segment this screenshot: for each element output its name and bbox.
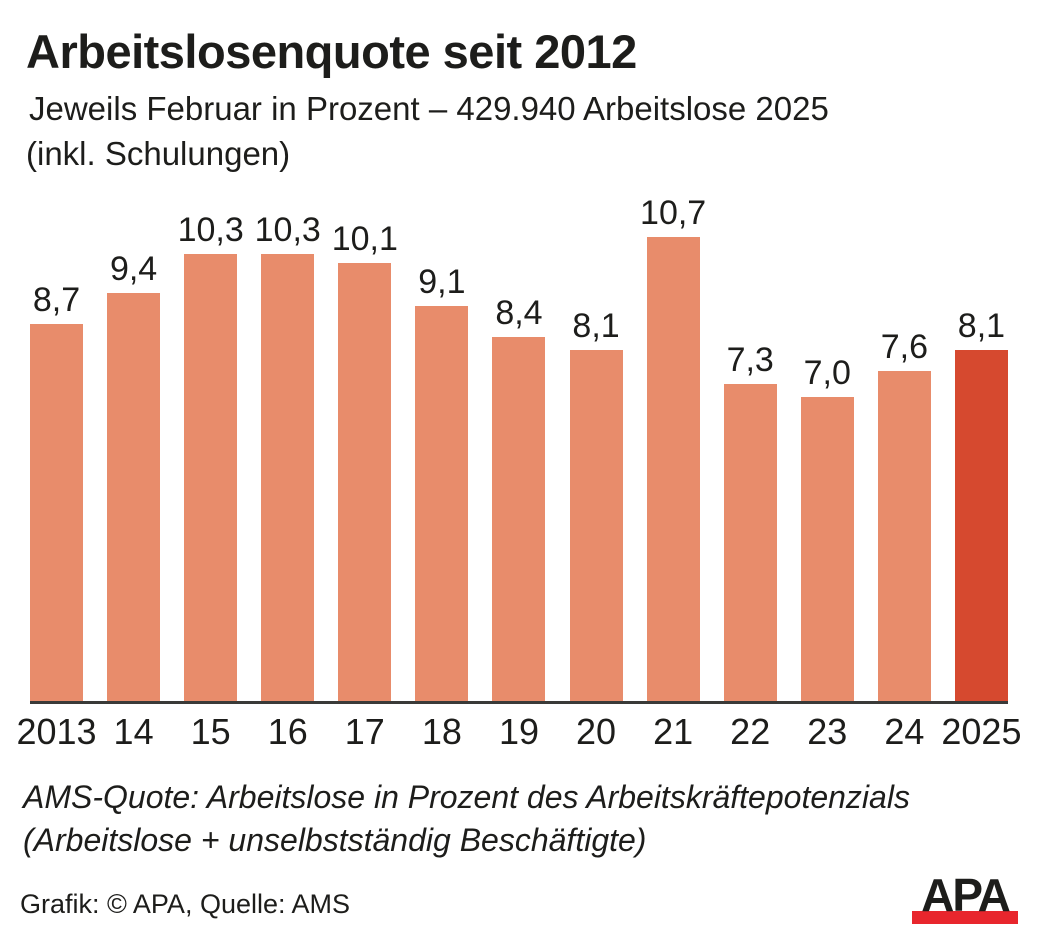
- bar-24: [877, 371, 931, 701]
- bar-value-label: 9,4: [109, 250, 158, 288]
- bar-value-label: 7,3: [726, 341, 774, 379]
- source-credit: Grafik: © APA, Quelle: AMS: [20, 889, 351, 919]
- x-axis-label-2013: 2013: [16, 711, 97, 752]
- apa-logo-red-bar: [912, 911, 1018, 924]
- subtitle: Jeweils Februar in Prozent – 429.940 Arb…: [26, 86, 829, 176]
- bar-16: [261, 254, 315, 701]
- bar-2025: [954, 350, 1008, 701]
- x-axis-baseline: [30, 701, 1008, 704]
- bar-23: [800, 397, 854, 701]
- bars-row: 8,7 9,4 10,3 10,3 10,1 9,1 8,4 8,1 10,7 7,3 7,0 7,6…: [30, 194, 1008, 701]
- x-axis-label-15: 15: [190, 711, 231, 752]
- bar-value-label: 8,1: [957, 307, 1006, 345]
- footnote: AMS-Quote: Arbeitslose in Prozent des Ar…: [23, 776, 910, 862]
- bar-value-label: 7,6: [880, 328, 928, 366]
- bar-group-17: 10,1: [332, 220, 398, 701]
- bar-value-label: 10,7: [640, 194, 707, 232]
- x-axis-label-2025: 2025: [941, 711, 1022, 752]
- x-axis-label-18: 18: [421, 711, 462, 752]
- x-axis-label-22: 22: [730, 711, 771, 752]
- bar-value-label: 10,1: [331, 220, 398, 258]
- bar-19: [492, 337, 546, 701]
- bar-group-24: 7,6: [877, 328, 931, 701]
- x-axis-label-17: 17: [344, 711, 385, 752]
- bar-20: [569, 350, 623, 701]
- bar-group-20: 8,1: [569, 307, 623, 701]
- bar-group-18: 9,1: [415, 263, 469, 701]
- bar-22: [723, 384, 777, 701]
- x-axis-label-24: 24: [884, 711, 925, 752]
- bar-value-label: 10,3: [177, 211, 244, 249]
- bar-18: [415, 306, 469, 701]
- x-axis-label-21: 21: [653, 711, 694, 752]
- bar-value-label: 7,0: [803, 354, 851, 392]
- x-axis-labels: 2013 14 15 16 17 18 19 20 21 22 23 24 2025: [16, 711, 1022, 752]
- bar-group-22: 7,3: [723, 341, 777, 701]
- apa-logo: APA: [912, 869, 1018, 926]
- x-axis-label-23: 23: [807, 711, 848, 752]
- subtitle-line-2: (inkl. Schulungen): [26, 135, 291, 172]
- bar-group-19: 8,4: [492, 294, 546, 701]
- bar-17: [338, 263, 392, 701]
- x-axis-label-14: 14: [113, 711, 154, 752]
- bar-14: [107, 293, 161, 701]
- footnote-line-2: (Arbeitslose + unselbstständig Beschäfti…: [23, 822, 647, 858]
- x-axis-label-20: 20: [576, 711, 617, 752]
- bar-15: [184, 254, 238, 701]
- bar-value-label: 10,3: [254, 211, 321, 249]
- bar-21: [646, 237, 700, 701]
- footnote-line-1: AMS-Quote: Arbeitslose in Prozent des Ar…: [23, 779, 910, 815]
- bar-group-16: 10,3: [255, 211, 321, 701]
- bar-group-2025: 8,1: [954, 307, 1008, 701]
- x-axis-label-19: 19: [498, 711, 539, 752]
- bar-value-label: 8,4: [495, 294, 543, 332]
- bar-2013: [30, 324, 83, 701]
- apa-logo-text: APA: [921, 869, 1011, 921]
- x-axis-label-16: 16: [267, 711, 308, 752]
- bar-value-label: 8,1: [572, 307, 620, 345]
- bar-group-2013: 8,7: [30, 281, 83, 701]
- subtitle-line-1: Jeweils Februar in Prozent – 429.940 Arb…: [29, 90, 829, 127]
- bar-value-label: 9,1: [418, 263, 466, 301]
- bar-chart: 8,7 9,4 10,3 10,3 10,1 9,1 8,4 8,1 10,7 7,3 7,0 7,6…: [16, 194, 1022, 752]
- page-title: Arbeitslosenquote seit 2012: [26, 25, 637, 78]
- bar-value-label: 8,7: [32, 281, 81, 319]
- bar-group-23: 7,0: [800, 354, 854, 701]
- bar-group-21: 10,7: [640, 194, 706, 701]
- bar-group-15: 10,3: [178, 211, 244, 701]
- bar-group-14: 9,4: [107, 250, 161, 701]
